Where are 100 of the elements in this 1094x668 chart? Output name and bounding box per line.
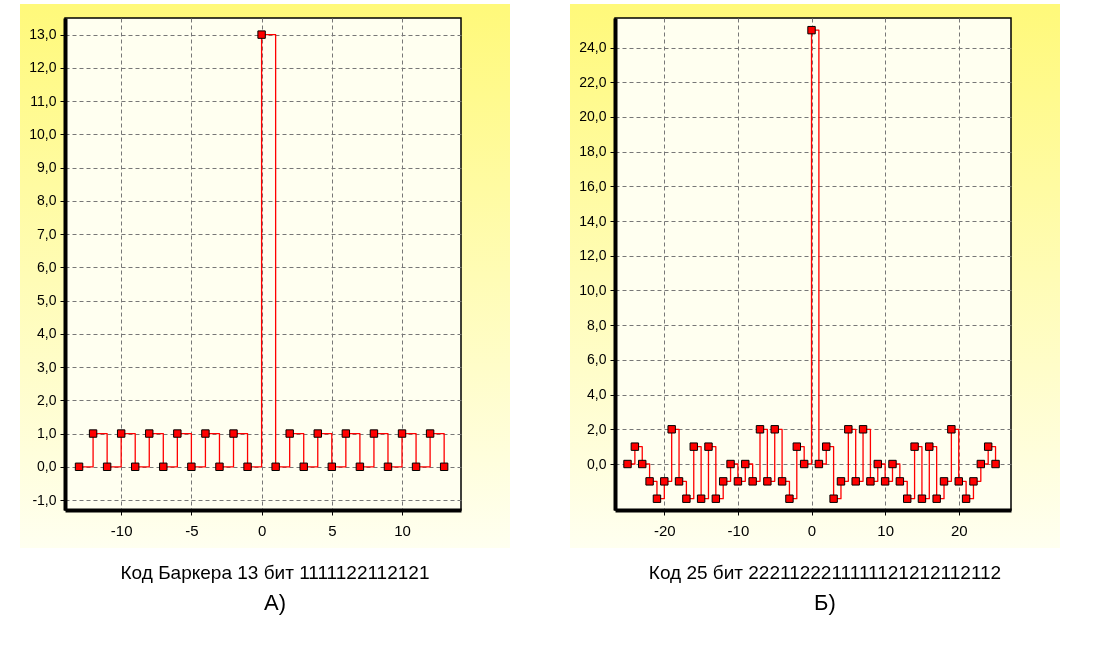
- point: [770, 425, 779, 434]
- point: [369, 429, 379, 438]
- point: [271, 462, 280, 471]
- point: [763, 477, 772, 486]
- y-tick-label: 0,0: [37, 458, 57, 475]
- point: [425, 429, 435, 438]
- point: [748, 477, 757, 486]
- y-tick-label: 12,0: [29, 59, 57, 76]
- point: [660, 477, 669, 486]
- y-tick-label: 18,0: [579, 143, 607, 160]
- point: [844, 425, 853, 434]
- y-tick-label: 2,0: [37, 391, 57, 408]
- point: [726, 459, 735, 469]
- point: [939, 477, 949, 486]
- x-tick-label: -10: [110, 521, 133, 539]
- point: [969, 477, 978, 486]
- y-tick-label: 16,0: [579, 177, 607, 194]
- text: Код 25 бит 2221122211111121212112112: [647, 562, 1003, 584]
- point: [173, 429, 182, 438]
- text: Код Баркера 13 бит 1111122112121: [119, 562, 431, 584]
- point: [682, 494, 691, 503]
- y-tick-label: 6,0: [587, 351, 607, 368]
- y-tick-label: 24,0: [579, 39, 607, 55]
- point: [755, 425, 765, 434]
- y-tick-label: 13,0: [29, 26, 57, 43]
- point: [718, 477, 728, 486]
- x-tick-label: 5: [328, 521, 337, 539]
- point: [858, 425, 868, 434]
- point: [215, 462, 224, 471]
- point: [954, 477, 963, 486]
- point: [74, 462, 84, 471]
- x-tick-label: -10: [727, 521, 750, 539]
- point: [411, 462, 421, 471]
- x-tick-label: 0: [807, 521, 817, 539]
- point: [704, 442, 713, 451]
- point: [285, 429, 294, 438]
- point: [313, 429, 322, 438]
- point: [299, 462, 308, 471]
- point: [888, 459, 897, 469]
- point: [645, 477, 654, 486]
- point: [814, 459, 824, 469]
- point: [741, 459, 750, 469]
- point: [932, 494, 941, 503]
- point: [976, 459, 986, 469]
- y-tick-label: 8,0: [37, 192, 57, 209]
- point: [733, 477, 743, 486]
- point: [243, 462, 252, 471]
- point: [851, 477, 860, 486]
- point: [131, 462, 140, 471]
- point: [925, 442, 934, 451]
- point: [439, 462, 449, 471]
- point: [667, 425, 676, 434]
- x-tick-label: 0: [257, 521, 267, 539]
- point: [201, 429, 210, 438]
- y-tick-label: 3,0: [37, 358, 57, 375]
- point: [792, 442, 802, 451]
- point: [880, 477, 890, 486]
- point: [829, 494, 838, 503]
- point: [341, 429, 351, 438]
- point: [895, 477, 905, 486]
- x-tick-label: -20: [653, 521, 676, 539]
- y-tick-label: 4,0: [587, 386, 607, 403]
- y-tick-label: 0,0: [587, 455, 607, 472]
- point: [257, 30, 266, 39]
- x-tick-label: 10: [394, 521, 411, 539]
- point: [116, 429, 126, 438]
- point: [777, 477, 787, 486]
- point: [947, 425, 956, 434]
- point: [383, 462, 393, 471]
- point: [799, 459, 809, 469]
- y-tick-label: 20,0: [579, 108, 607, 125]
- point: [689, 442, 698, 451]
- y-tick-label: 6,0: [37, 258, 57, 275]
- y-tick-label: 2,0: [587, 420, 607, 437]
- point: [355, 462, 365, 471]
- point: [652, 494, 662, 503]
- point: [102, 462, 112, 471]
- y-tick-label: 22,0: [579, 73, 607, 90]
- point: [229, 429, 238, 438]
- y-tick-label: 10,0: [579, 281, 607, 298]
- point: [187, 462, 196, 471]
- y-tick-label: 14,0: [579, 212, 607, 229]
- point: [88, 429, 98, 438]
- point: [836, 477, 846, 486]
- point: [397, 429, 407, 438]
- y-tick-label: 4,0: [37, 325, 57, 342]
- x-tick-label: 10: [877, 521, 894, 539]
- y-tick-label: 10,0: [29, 125, 57, 142]
- point: [638, 459, 647, 469]
- y-tick-label: 5,0: [37, 292, 57, 309]
- point: [917, 494, 927, 503]
- point: [983, 442, 993, 451]
- point: [866, 477, 875, 486]
- point: [903, 494, 912, 503]
- point: [711, 494, 721, 503]
- x-tick-label: -5: [185, 521, 199, 539]
- y-tick-label: -1,0: [32, 491, 57, 508]
- text: А): [263, 590, 287, 616]
- point: [159, 462, 168, 471]
- point: [145, 429, 154, 438]
